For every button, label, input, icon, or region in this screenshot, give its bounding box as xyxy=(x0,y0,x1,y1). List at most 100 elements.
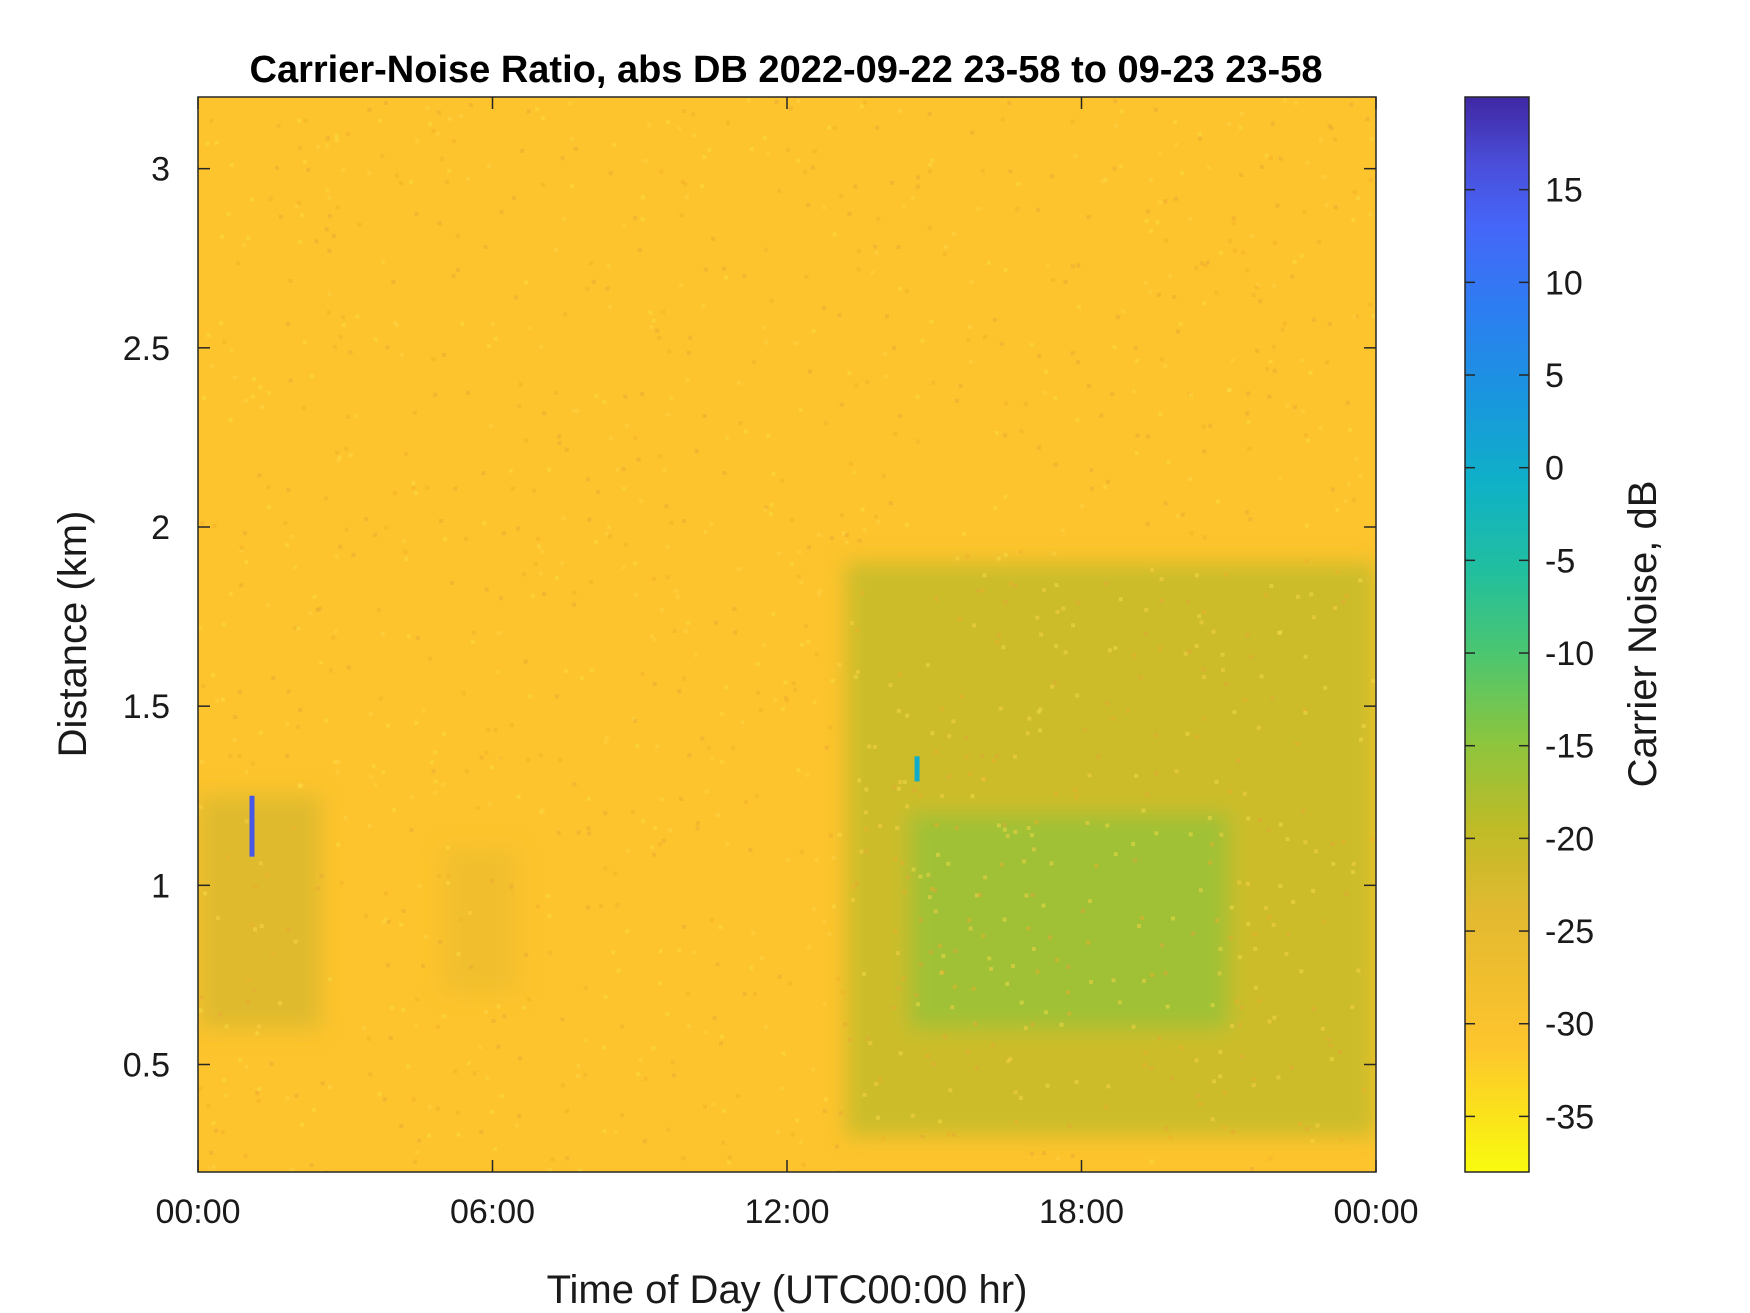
heatmap-speckle xyxy=(1003,600,1008,604)
heatmap-speckle xyxy=(640,392,645,397)
heatmap-speckle xyxy=(346,665,351,670)
heatmap-speckle xyxy=(411,1097,416,1102)
heatmap-speckle xyxy=(1263,905,1268,910)
heatmap-speckle xyxy=(727,1160,731,1165)
heatmap-speckle xyxy=(930,731,935,736)
heatmap-speckle xyxy=(817,592,822,597)
heatmap-speckle xyxy=(669,396,674,401)
heatmap-speckle xyxy=(856,267,861,272)
heatmap-speckle xyxy=(1271,344,1276,349)
heatmap-speckle xyxy=(875,1115,880,1120)
heatmap-speckle xyxy=(896,986,901,991)
heatmap-speckle xyxy=(1350,1004,1355,1009)
heatmap-speckle xyxy=(320,1081,325,1086)
heatmap-speckle xyxy=(806,639,811,644)
heatmap-speckle xyxy=(294,204,299,209)
heatmap-speckle xyxy=(736,380,741,385)
heatmap-speckle xyxy=(706,745,711,750)
heatmap-speckle xyxy=(608,171,613,176)
heatmap-speckle xyxy=(1303,654,1308,659)
heatmap-speckle xyxy=(702,414,707,418)
heatmap-speckle xyxy=(1034,820,1039,825)
heatmap-speckle xyxy=(1227,239,1232,244)
heatmap-speckle xyxy=(898,1051,903,1056)
heatmap-speckle xyxy=(665,575,670,580)
heatmap-speckle xyxy=(906,875,910,880)
heatmap-speckle xyxy=(1096,755,1101,759)
heatmap-speckle xyxy=(453,486,458,491)
heatmap-speckle xyxy=(915,184,920,189)
heatmap-speckle xyxy=(226,212,231,217)
heatmap-speckle xyxy=(1134,451,1139,456)
heatmap-speckle xyxy=(1238,125,1243,130)
heatmap-speckle xyxy=(380,260,385,265)
heatmap-speckle xyxy=(1257,999,1262,1004)
heatmap-speckle xyxy=(1163,501,1168,506)
heatmap-speckle xyxy=(417,884,422,889)
heatmap-speckle xyxy=(1049,861,1054,866)
heatmap-speckle xyxy=(596,489,601,494)
heatmap-speckle xyxy=(211,673,216,677)
heatmap-speckle xyxy=(348,350,353,355)
heatmap-speckle xyxy=(309,374,314,379)
heatmap-speckle xyxy=(1029,833,1034,838)
heatmap-speckle xyxy=(1006,1059,1011,1064)
heatmap-speckle xyxy=(572,602,576,607)
colorbar-tick-label: -20 xyxy=(1545,820,1594,858)
heatmap-speckle xyxy=(837,832,842,837)
heatmap-speckle xyxy=(1002,827,1007,832)
heatmap-speckle xyxy=(982,573,987,578)
heatmap-speckle xyxy=(381,920,386,925)
y-tick-label: 1 xyxy=(151,867,170,905)
heatmap-speckle xyxy=(408,180,413,185)
heatmap-speckle xyxy=(1022,859,1027,864)
heatmap-speckle xyxy=(1019,429,1024,434)
heatmap-speckle xyxy=(850,898,855,903)
heatmap-speckle xyxy=(872,744,877,749)
heatmap-speckle xyxy=(377,1092,382,1096)
heatmap-speckle xyxy=(198,804,203,809)
heatmap-speckle xyxy=(1199,620,1204,625)
heatmap-speckle xyxy=(952,1132,957,1137)
heatmap-speckle xyxy=(683,182,688,187)
heatmap-speckle xyxy=(486,727,490,732)
heatmap-speckle xyxy=(1352,190,1357,195)
heatmap-speckle xyxy=(560,561,565,566)
heatmap-speckle xyxy=(526,758,531,763)
heatmap-speckle xyxy=(1371,678,1376,683)
heatmap-speckle xyxy=(1326,1037,1331,1042)
heatmap-speckle xyxy=(1215,499,1220,504)
heatmap-speckle xyxy=(606,263,611,268)
heatmap-speckle xyxy=(243,398,248,403)
heatmap-speckle xyxy=(1198,1101,1203,1106)
heatmap-speckle xyxy=(633,561,638,566)
heatmap-speckle xyxy=(727,1155,732,1160)
heatmap-speckle xyxy=(655,744,660,749)
heatmap-speckle xyxy=(857,538,862,543)
heatmap-speckle xyxy=(916,175,920,180)
heatmap-speckle xyxy=(638,498,643,503)
heatmap-speckle xyxy=(499,1094,504,1098)
heatmap-speckle xyxy=(345,414,350,419)
heatmap-speckle xyxy=(1053,395,1058,400)
heatmap-speckle xyxy=(633,436,638,440)
heatmap-speckle xyxy=(431,129,436,133)
heatmap-speckle xyxy=(1351,862,1356,867)
heatmap-speckle xyxy=(863,827,868,832)
heatmap-speckle xyxy=(789,561,794,566)
heatmap-speckle xyxy=(332,345,337,349)
heatmap-speckle xyxy=(680,179,685,184)
heatmap-speckle xyxy=(1238,1023,1243,1027)
heatmap-speckle xyxy=(594,539,599,544)
heatmap-speckle xyxy=(1117,1000,1122,1005)
heatmap-speckle xyxy=(700,184,704,189)
heatmap-speckle xyxy=(206,333,211,338)
heatmap-speckle xyxy=(1055,609,1060,614)
heatmap-speckle xyxy=(319,660,324,665)
heatmap-speckle xyxy=(1188,392,1193,397)
heatmap-speckle xyxy=(719,711,724,716)
heatmap-speckle xyxy=(965,1050,970,1055)
heatmap-speckle xyxy=(605,286,610,291)
heatmap-speckle xyxy=(1052,680,1057,685)
heatmap-speckle xyxy=(1066,964,1071,969)
